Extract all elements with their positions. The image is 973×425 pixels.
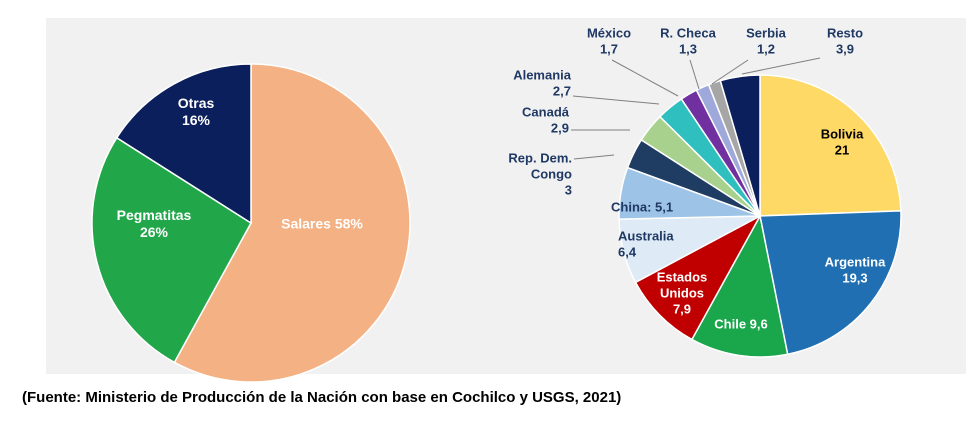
pie2-label-china-5-1: China: 5,1 <box>611 199 673 214</box>
pie1-slice-pegmatitas <box>91 136 252 364</box>
pie2-slice-resto <box>719 74 761 217</box>
pie1-slice-otras <box>115 63 252 225</box>
pie1-label-otras: Otras 16% <box>178 95 215 128</box>
pie1-slice-salares-58 <box>173 63 411 383</box>
pie2-leader-serbia <box>711 59 749 85</box>
pie2-leader-r-checa <box>689 59 700 90</box>
pie2-label-chile-9-6: Chile 9,6 <box>714 316 767 331</box>
pie2-slice-estados <box>634 214 762 341</box>
pie2-label-bolivia: Bolivia 21 <box>821 126 864 157</box>
pie2-label-argentina: Argentina 19,3 <box>825 254 886 285</box>
pie2-leader-rep-dem <box>573 154 615 160</box>
pie2-label-rep-dem: Rep. Dem. Congo 3 <box>508 150 572 197</box>
pie1-label-salares-58: Salares 58% <box>281 216 363 232</box>
pie2-leader-resto <box>741 57 821 75</box>
pie2-label-mexico: México 1,7 <box>587 25 631 56</box>
source-caption: (Fuente: Ministerio de Producción de la … <box>22 389 622 406</box>
pie2-slice-chile-9-6 <box>690 213 789 358</box>
pie2-slice-argentina <box>759 210 902 356</box>
pie2-label-alemania: Alemania 2,7 <box>513 67 572 98</box>
pie1-label-pegmatitas: Pegmatitas 26% <box>117 207 192 240</box>
pie2-label-australia: Australia 6,4 <box>618 228 674 259</box>
pie2-leader-alemania <box>572 95 660 105</box>
pie2-label-r-checa: R. Checa 1,3 <box>660 25 716 56</box>
pie2-label-resto: Resto 3,9 <box>827 25 863 56</box>
pie2-leader-mexico <box>611 59 679 97</box>
pie2-slice-bolivia <box>759 74 902 217</box>
pie2-label-canada: Canadá 2,9 <box>522 104 570 135</box>
pie2-label-estados: Estados Unidos 7,9 <box>657 269 708 316</box>
pie2-label-serbia: Serbia 1,2 <box>746 25 787 56</box>
